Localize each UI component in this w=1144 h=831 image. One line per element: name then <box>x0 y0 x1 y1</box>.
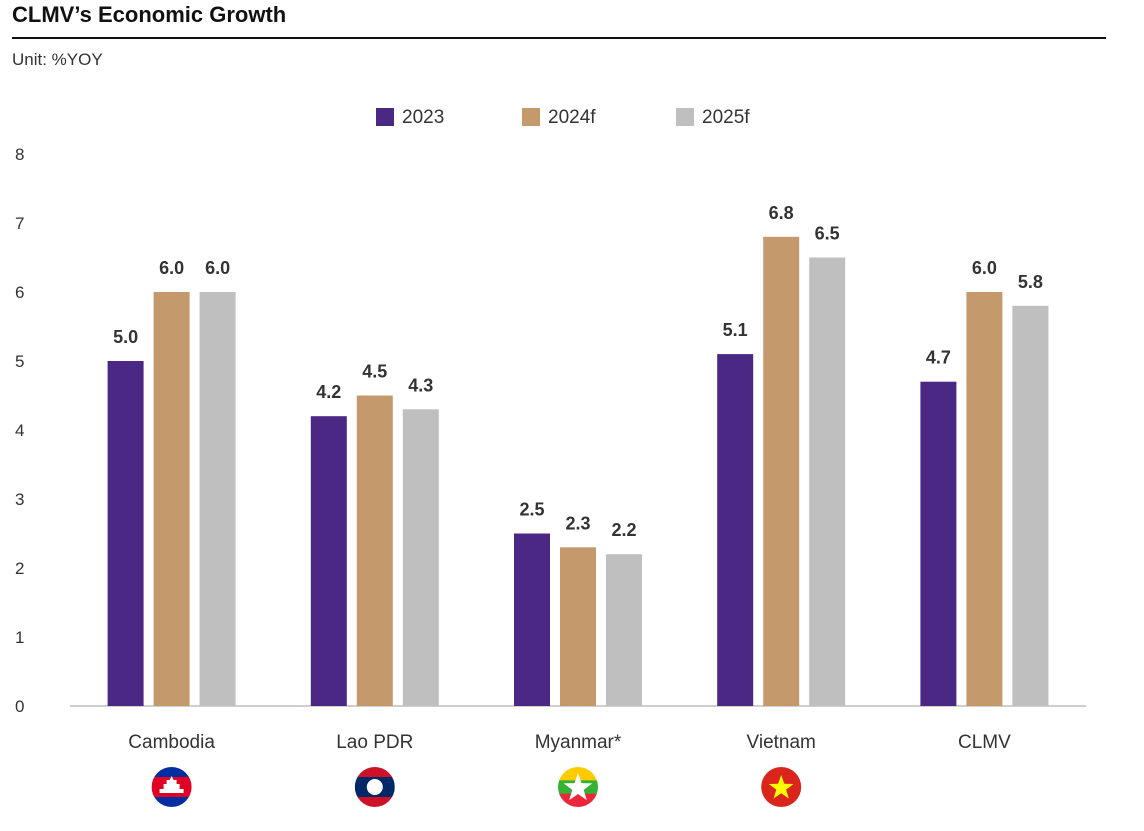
bar <box>717 354 754 706</box>
bar <box>310 416 347 706</box>
bar <box>763 236 800 707</box>
data-label: 6.0 <box>159 258 184 278</box>
data-label: 5.8 <box>1018 272 1043 292</box>
bar <box>606 554 642 706</box>
data-label: 2.5 <box>519 500 544 520</box>
data-label: 5.0 <box>113 327 138 347</box>
y-tick-label: 8 <box>15 145 24 164</box>
legend-swatch <box>376 108 394 126</box>
data-label: 5.1 <box>723 320 748 340</box>
y-tick-label: 4 <box>15 421 24 440</box>
y-tick-label: 0 <box>15 697 24 716</box>
data-label: 2.2 <box>611 520 636 540</box>
data-label: 6.0 <box>972 258 997 278</box>
y-tick-label: 2 <box>15 559 24 578</box>
data-label: 6.8 <box>769 203 794 223</box>
data-label: 6.5 <box>815 224 840 244</box>
bar <box>402 409 439 706</box>
category-label: Cambodia <box>128 732 215 753</box>
data-label: 4.2 <box>316 382 341 402</box>
data-label: 6.0 <box>205 258 230 278</box>
y-tick-label: 5 <box>15 352 24 371</box>
cambodia-flag-icon <box>151 767 192 807</box>
bar <box>809 257 846 706</box>
y-tick-label: 3 <box>15 490 24 509</box>
legend-swatch <box>522 108 540 126</box>
data-label: 4.7 <box>926 348 951 368</box>
unit-label: Unit: %YOY <box>12 50 103 69</box>
data-label: 2.3 <box>565 513 590 533</box>
bar <box>560 547 596 706</box>
data-label: 4.3 <box>408 375 433 395</box>
legend-label: 2025f <box>702 107 750 128</box>
legend-label: 2024f <box>548 107 596 128</box>
title-divider <box>12 37 1106 39</box>
category-label: Vietnam <box>747 732 816 753</box>
chart-title: CLMV’s Economic Growth <box>12 2 287 27</box>
category-label: Lao PDR <box>336 732 413 753</box>
bar <box>920 381 957 706</box>
legend-swatch <box>676 108 694 126</box>
myanmar-flag-icon <box>558 767 598 807</box>
bar <box>356 395 393 706</box>
vietnam-flag-icon <box>761 767 802 807</box>
bar <box>966 292 1003 706</box>
data-label: 4.5 <box>362 362 387 382</box>
y-tick-label: 6 <box>15 283 24 302</box>
category-label: Myanmar* <box>535 732 622 753</box>
legend-label: 2023 <box>402 107 444 128</box>
bar <box>514 533 550 706</box>
bar <box>199 292 236 706</box>
y-tick-label: 7 <box>15 214 24 233</box>
laos-flag-icon <box>354 767 395 807</box>
bar <box>107 361 144 706</box>
category-label: CLMV <box>958 732 1011 753</box>
bar <box>1012 305 1049 706</box>
bar <box>153 292 190 706</box>
y-tick-label: 1 <box>15 628 24 647</box>
